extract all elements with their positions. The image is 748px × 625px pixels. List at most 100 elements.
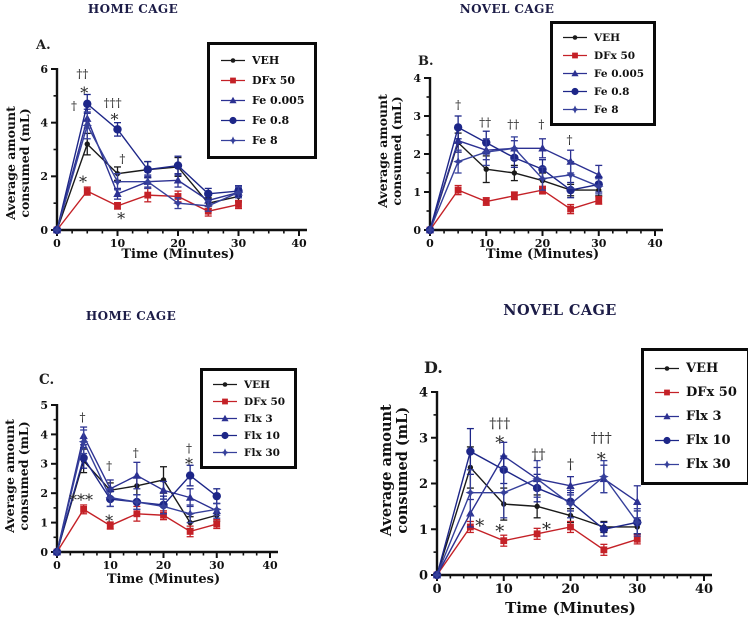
- panel-title: HOME CAGE: [85, 309, 177, 323]
- svg-text:40: 40: [695, 582, 713, 597]
- circle-marker-icon: [563, 87, 587, 96]
- svg-text:4: 4: [419, 386, 428, 401]
- legend-item: Fe 0.005: [562, 67, 644, 80]
- legend-item: VEH: [212, 378, 285, 391]
- svg-text:†††: †††: [489, 416, 510, 432]
- dot-marker-icon: [655, 366, 679, 371]
- triangle-marker-icon: [563, 69, 587, 77]
- svg-text:0: 0: [413, 224, 421, 237]
- svg-text:20: 20: [170, 237, 186, 250]
- legend-item: DFx 50: [220, 74, 304, 87]
- legend-label: Fe 8: [594, 103, 619, 116]
- svg-text:40: 40: [647, 237, 663, 250]
- panel-c: HOME CAGE C. Average amount consumed (mL…: [0, 300, 374, 625]
- legend-label: Fe 0.005: [252, 94, 305, 107]
- svg-text:2: 2: [419, 477, 428, 492]
- panel-title: HOME CAGE: [87, 2, 179, 16]
- triangle-marker-icon: [221, 96, 245, 104]
- svg-text:30: 30: [591, 237, 607, 250]
- dot-marker-icon: [563, 35, 587, 40]
- legend-label: DFx 50: [244, 395, 286, 408]
- svg-text:6: 6: [40, 63, 48, 76]
- svg-text:1: 1: [40, 516, 48, 529]
- svg-text:10: 10: [495, 582, 513, 597]
- svg-text:30: 30: [628, 582, 646, 597]
- legend-label: Flx 30: [244, 446, 280, 459]
- legend-item: VEH: [220, 54, 304, 67]
- legend-label: VEH: [594, 31, 621, 44]
- svg-text:3: 3: [413, 110, 421, 123]
- svg-text:*: *: [495, 433, 504, 454]
- svg-text:10: 10: [103, 559, 119, 572]
- legend-item: Fe 0.8: [562, 85, 644, 98]
- panel-b: NOVEL CAGE B. Average amount consumed (m…: [374, 0, 748, 290]
- svg-text:20: 20: [561, 582, 579, 597]
- triangle-marker-icon: [213, 414, 237, 422]
- svg-text:†: †: [106, 459, 112, 473]
- legend-label: Flx 3: [244, 412, 273, 425]
- svg-text:2: 2: [40, 170, 48, 183]
- circle-marker-icon: [221, 116, 245, 125]
- legend-label: Flx 10: [244, 429, 280, 442]
- legend-label: DFx 50: [252, 74, 296, 87]
- svg-text:1: 1: [413, 186, 421, 199]
- star-marker-icon: [213, 448, 237, 457]
- legend-label: Fe 8: [252, 134, 278, 147]
- circle-marker-icon: [655, 436, 679, 445]
- x-axis-label: Time (Minutes): [121, 247, 235, 262]
- x-axis-label: Time (Minutes): [106, 572, 221, 587]
- legend-item: Fe 8: [220, 134, 304, 147]
- panel-d-legend: VEH DFx 50 Flx 3 Flx 10 Flx 30: [641, 348, 748, 485]
- legend-item: Flx 10: [212, 429, 285, 442]
- svg-text:*: *: [80, 84, 88, 103]
- panel-title: NOVEL CAGE: [503, 302, 617, 319]
- svg-text:30: 30: [231, 237, 247, 250]
- legend-item: VEH: [654, 361, 737, 376]
- svg-text:††: ††: [76, 67, 88, 81]
- x-axis-label: Time (Minutes): [505, 599, 636, 617]
- svg-text:†: †: [567, 457, 574, 473]
- svg-text:30: 30: [209, 559, 225, 572]
- legend-item: DFx 50: [654, 385, 737, 400]
- panel-a-legend: VEH DFx 50 Fe 0.005 Fe 0.8 Fe 8: [207, 42, 318, 159]
- legend-item: Flx 3: [212, 412, 285, 425]
- panel-d: NOVEL CAGE D. Average amount consumed (m…: [374, 300, 748, 625]
- square-marker-icon: [213, 398, 237, 405]
- svg-text:***: ***: [69, 491, 93, 510]
- star-marker-icon: [563, 105, 587, 114]
- panel-letter: C.: [39, 372, 55, 388]
- legend-label: DFx 50: [686, 385, 737, 400]
- svg-text:2: 2: [413, 148, 421, 161]
- svg-text:*: *: [475, 516, 484, 537]
- svg-text:10: 10: [110, 237, 126, 250]
- svg-text:††: ††: [507, 118, 519, 132]
- svg-text:0: 0: [53, 237, 61, 250]
- svg-text:†: †: [186, 442, 192, 456]
- legend-item: Fe 0.8: [220, 114, 304, 127]
- legend-label: Flx 3: [686, 409, 722, 424]
- legend-label: VEH: [686, 361, 719, 376]
- legend-item: Flx 10: [654, 433, 737, 448]
- svg-text:2: 2: [40, 487, 48, 500]
- svg-text:0: 0: [40, 224, 48, 237]
- legend-item: Fe 8: [562, 103, 644, 116]
- panel-letter: B.: [418, 54, 434, 69]
- legend-label: Fe 0.8: [252, 114, 290, 127]
- triangle-marker-icon: [655, 412, 679, 420]
- panel-b-legend: VEH DFx 50 Fe 0.005 Fe 0.8 Fe 8: [550, 21, 657, 126]
- legend-item: DFx 50: [562, 49, 644, 62]
- star-marker-icon: [221, 136, 245, 145]
- panel-letter: D.: [424, 358, 443, 377]
- dot-marker-icon: [221, 58, 245, 63]
- legend-label: Fe 0.005: [594, 67, 645, 80]
- square-marker-icon: [563, 52, 587, 59]
- legend-item: Flx 3: [654, 409, 737, 424]
- svg-text:†††: †††: [591, 431, 612, 447]
- legend-label: Fe 0.8: [594, 85, 630, 98]
- svg-text:20: 20: [535, 237, 551, 250]
